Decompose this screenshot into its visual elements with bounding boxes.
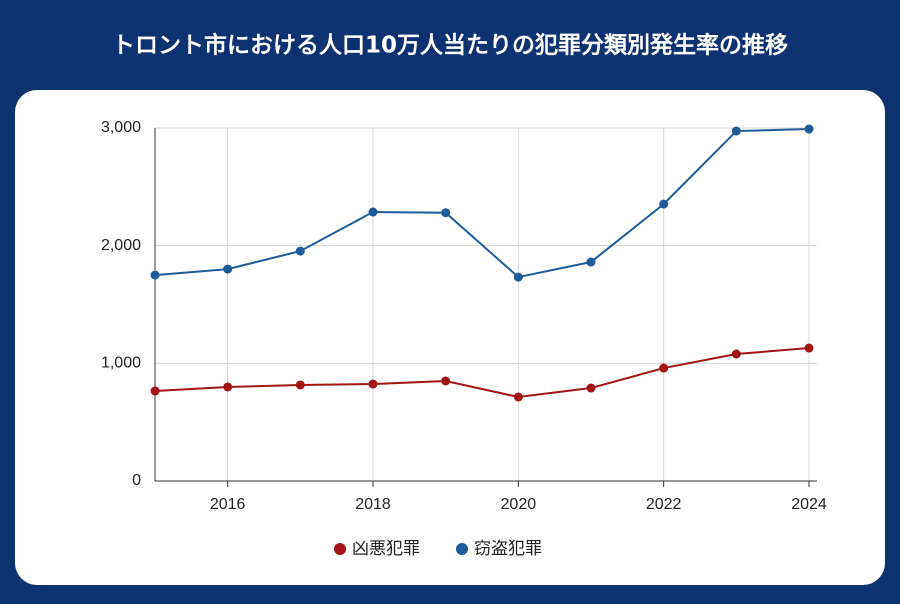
x-tick-label: 2022 — [646, 496, 682, 513]
y-tick-label: 2,000 — [101, 237, 141, 254]
legend-marker — [456, 543, 468, 555]
series-line — [154, 128, 810, 279]
data-point — [223, 264, 233, 274]
legend-marker — [334, 543, 346, 555]
data-point — [150, 386, 160, 396]
data-point — [295, 246, 305, 256]
data-point — [731, 126, 741, 136]
data-point — [659, 199, 669, 209]
x-tick-label: 2020 — [501, 496, 537, 513]
data-point — [586, 383, 596, 393]
card — [15, 90, 885, 585]
series-line — [154, 347, 810, 398]
legend-label: 窃盗犯罪 — [474, 539, 542, 559]
data-point — [295, 380, 305, 390]
data-point — [368, 207, 378, 217]
data-point — [659, 363, 669, 373]
y-tick-label: 1,000 — [101, 355, 141, 372]
data-point — [223, 382, 233, 392]
x-tick-label: 2024 — [791, 496, 827, 513]
legend-label: 凶悪犯罪 — [352, 539, 420, 559]
x-tick-label: 2016 — [210, 496, 246, 513]
y-tick-label: 3,000 — [101, 119, 141, 136]
data-point — [368, 379, 378, 389]
data-point — [441, 376, 451, 386]
data-point — [150, 270, 160, 280]
chart-title: トロント市における人口10万人当たりの犯罪分類別発生率の推移 — [112, 32, 788, 59]
data-point — [513, 272, 523, 282]
data-point — [804, 124, 814, 134]
data-point — [804, 343, 814, 353]
y-tick-label: 0 — [132, 472, 141, 489]
data-point — [441, 208, 451, 218]
data-point — [731, 349, 741, 359]
data-point — [586, 257, 596, 267]
data-point — [513, 392, 523, 402]
x-tick-label: 2018 — [355, 496, 391, 513]
